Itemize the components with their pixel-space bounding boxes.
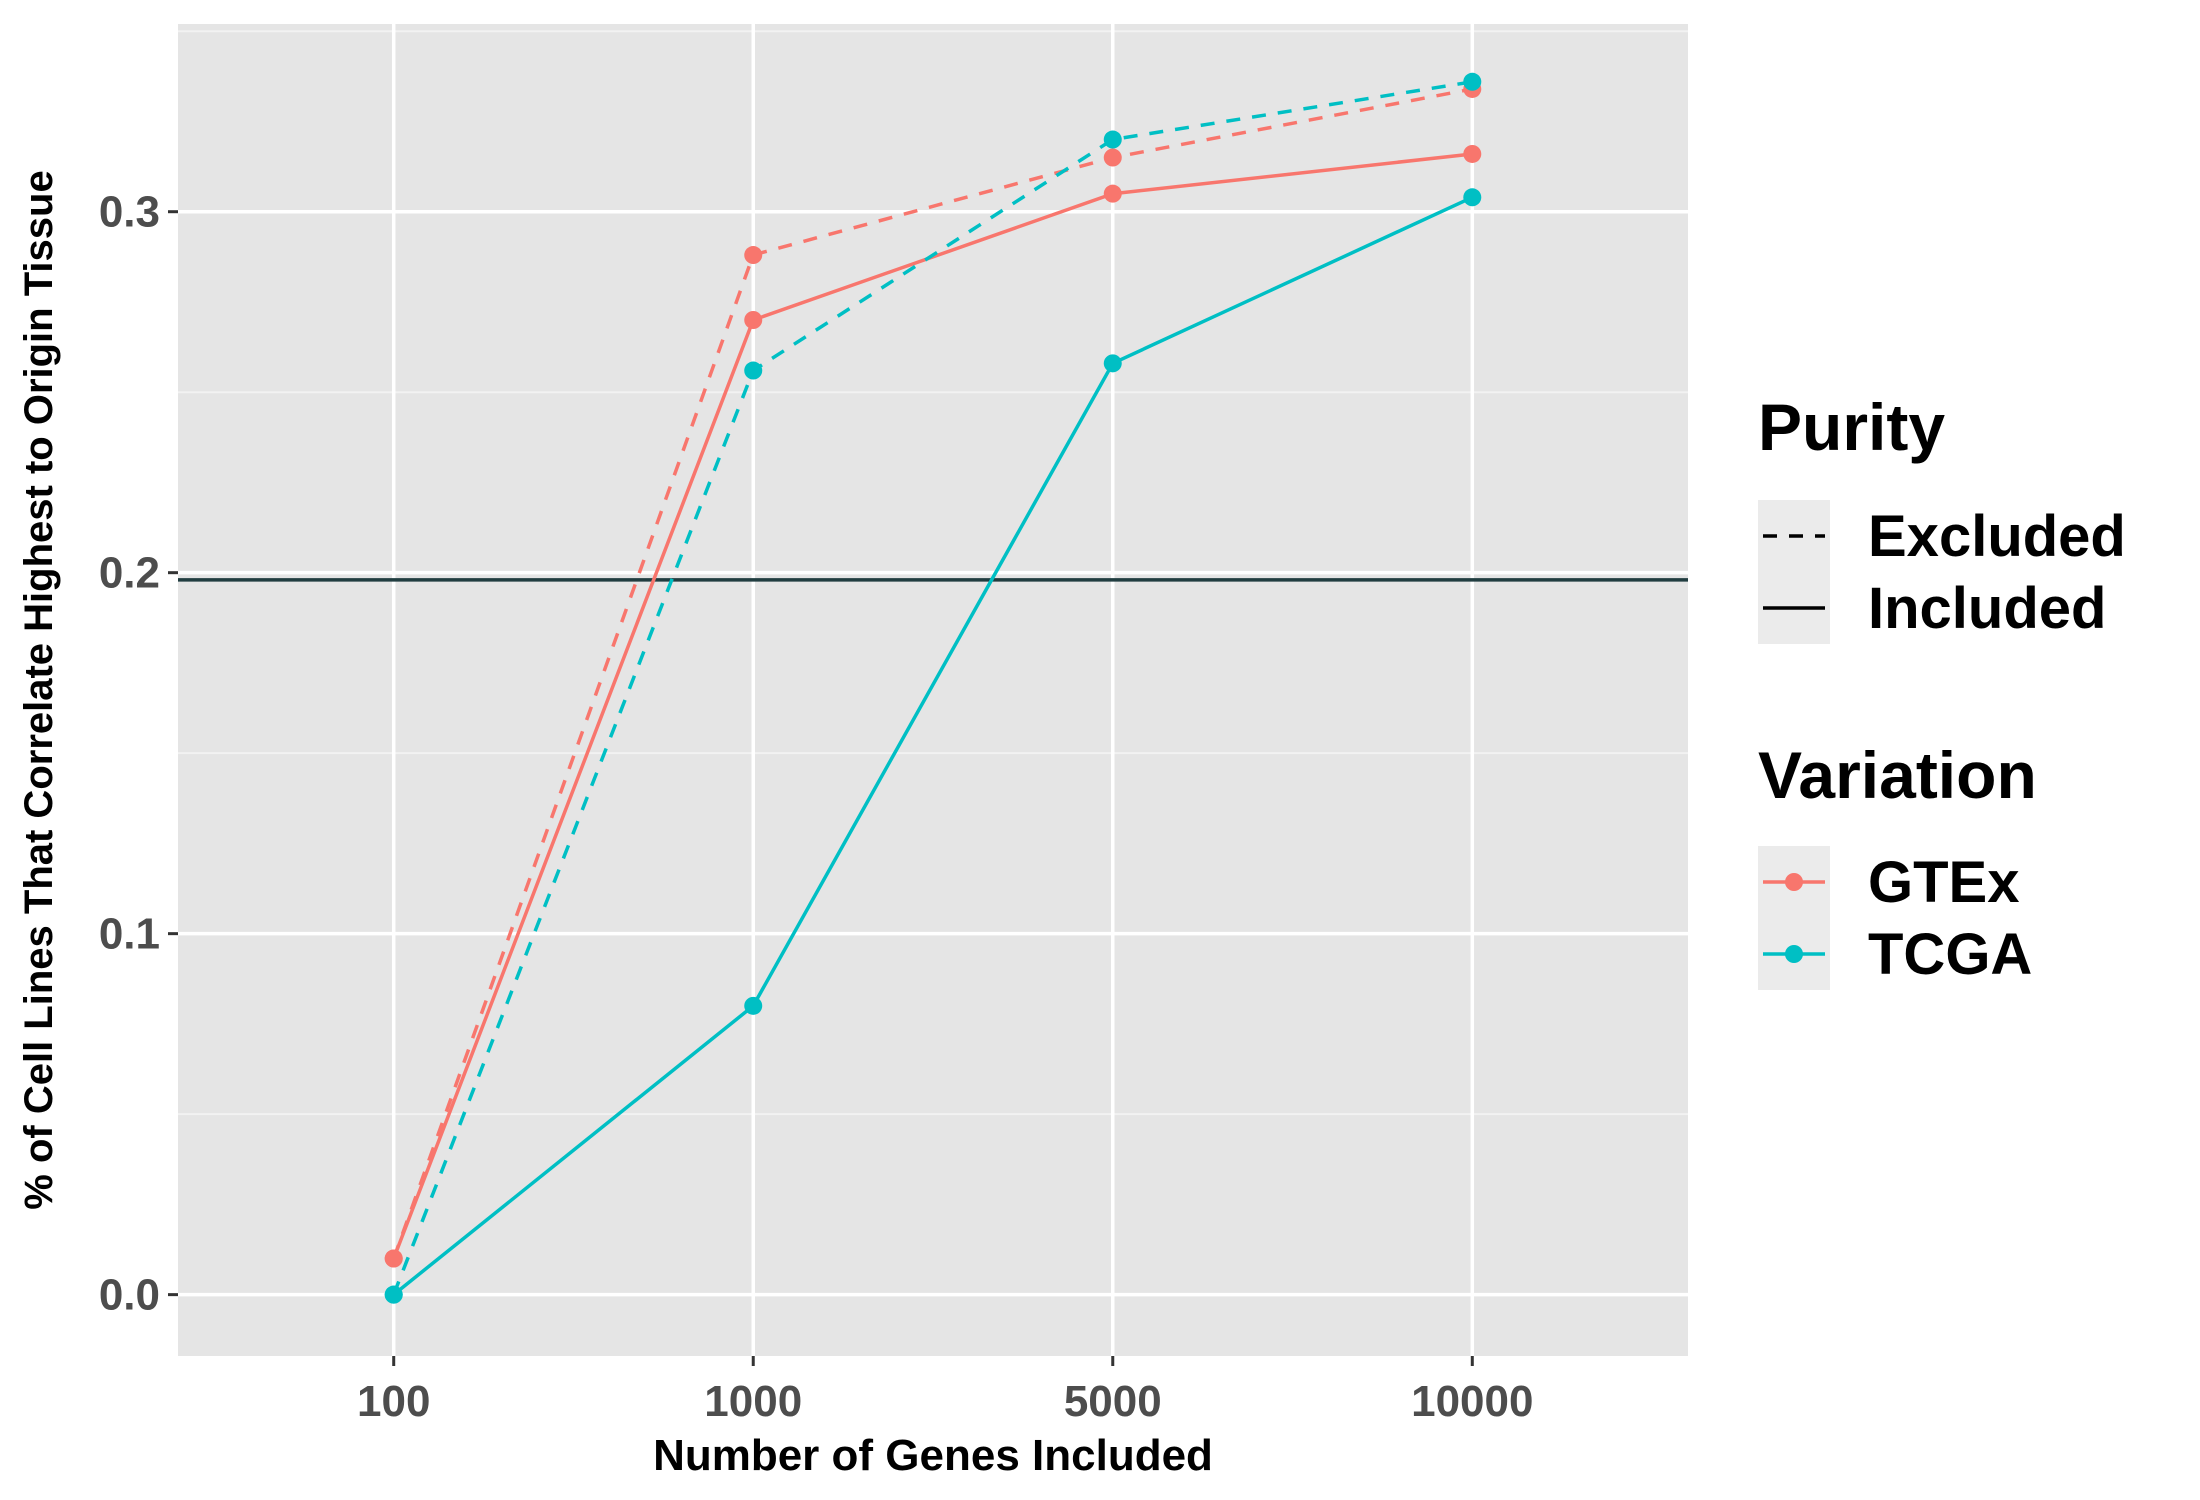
data-point-tcga-included — [1103, 354, 1122, 373]
x-axis-title: Number of Genes Included — [653, 1431, 1213, 1480]
legend-label-included: Included — [1868, 576, 2106, 641]
legend-label-tcga: TCGA — [1868, 922, 2032, 987]
data-point-tcga-excluded — [1103, 130, 1122, 149]
legend-key-gtex-point — [1785, 873, 1803, 891]
y-axis-title: % of Cell Lines That Correlate Highest t… — [17, 170, 61, 1209]
data-point-gtex-included — [1463, 144, 1482, 163]
legend-key-tcga-point — [1785, 945, 1803, 963]
data-point-gtex-excluded — [744, 246, 763, 265]
data-point-tcga-included — [1463, 188, 1482, 207]
data-point-gtex-included — [744, 311, 763, 329]
series-line-tcga-included — [392, 195, 1474, 1296]
x-tick-label: 100 — [357, 1377, 430, 1426]
y-tick-label: 0.0 — [99, 1271, 160, 1320]
data-point-gtex-excluded — [1103, 148, 1122, 167]
y-tick-label: 0.2 — [99, 549, 160, 598]
data-point-tcga-included — [384, 1285, 403, 1304]
data-point-gtex-included — [1103, 184, 1122, 203]
plot-panel — [178, 24, 1688, 1356]
legend-label-excluded: Excluded — [1868, 504, 2126, 569]
x-tick-label: 1000 — [704, 1377, 802, 1426]
data-point-gtex-included — [384, 1249, 403, 1268]
y-tick-label: 0.3 — [99, 188, 160, 237]
legend-label-gtex: GTEx — [1868, 850, 2020, 915]
legend-key-bg-purity — [1758, 500, 1830, 644]
series-line-gtex-excluded — [392, 87, 1473, 1260]
series-layer — [384, 72, 1482, 1304]
legend-title-purity: Purity — [1758, 390, 1945, 464]
major-gridlines — [178, 24, 1688, 1356]
data-point-tcga-included — [744, 996, 763, 1015]
legend-key-bg-variation — [1758, 846, 1830, 990]
series-line-tcga-excluded — [392, 80, 1473, 1296]
legend-title-variation: Variation — [1758, 738, 2037, 812]
x-tick-label: 5000 — [1064, 1377, 1162, 1426]
data-point-tcga-excluded — [744, 361, 763, 380]
y-axis: 0.0 0.1 0.2 0.3 — [99, 188, 178, 1320]
y-tick-label: 0.1 — [99, 910, 160, 959]
x-axis: 100 1000 5000 10000 — [357, 1356, 1533, 1426]
minor-gridlines — [178, 30, 1688, 1116]
legend: Purity Excluded Included Variation GTEx … — [1758, 390, 2126, 990]
x-tick-label: 10000 — [1411, 1377, 1533, 1426]
data-point-tcga-excluded — [1463, 72, 1482, 91]
